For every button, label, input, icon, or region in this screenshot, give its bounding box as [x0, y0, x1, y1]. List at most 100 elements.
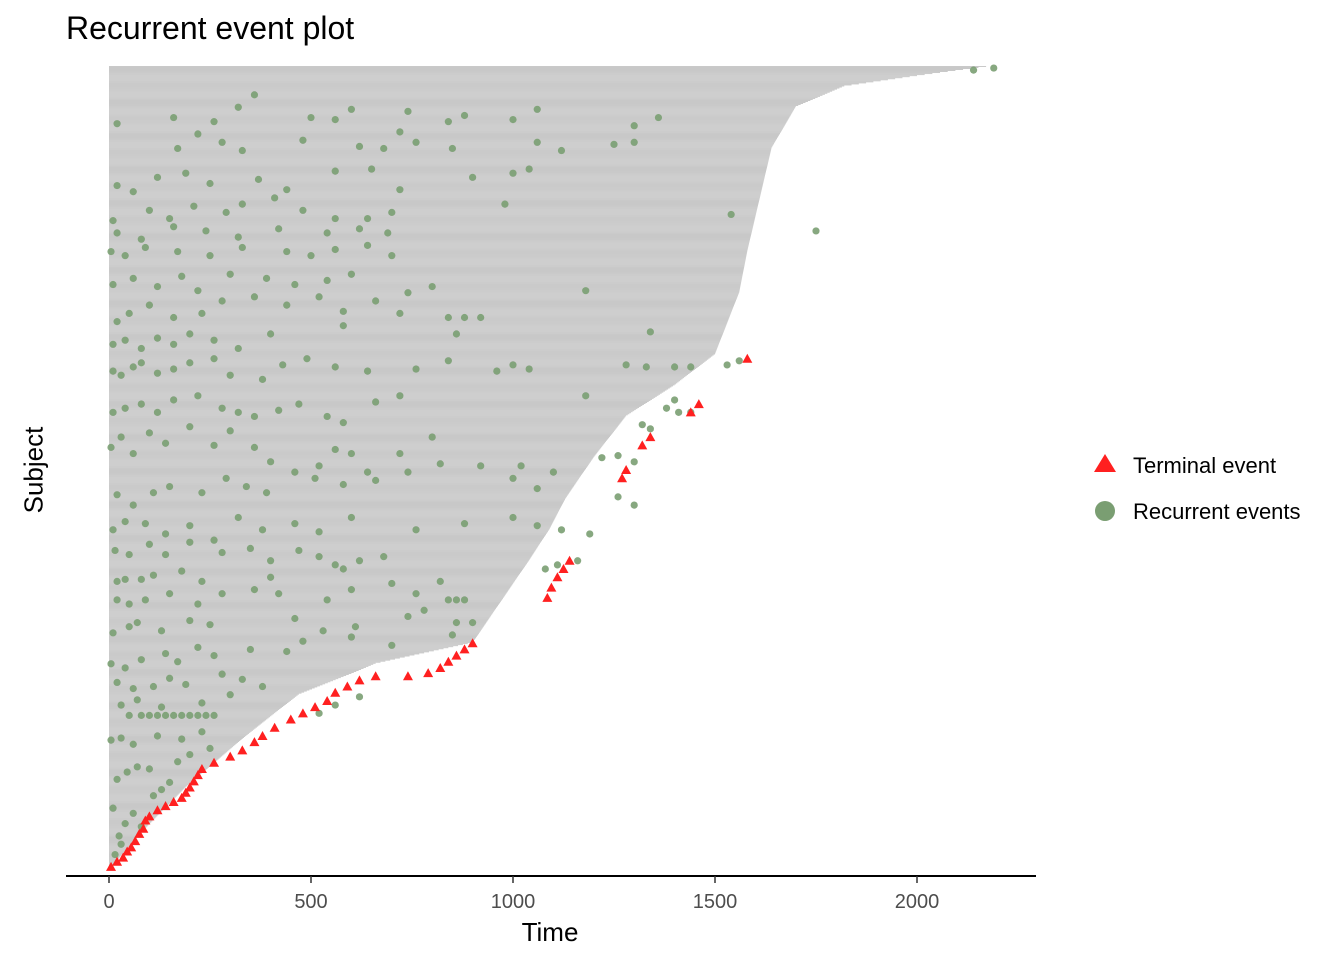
x-tick-label: 1000: [491, 891, 536, 913]
follow-up-bar: [109, 259, 746, 261]
follow-up-bar: [109, 598, 503, 600]
follow-up-bar: [109, 629, 482, 631]
recurrent-event-point: [331, 701, 339, 709]
follow-up-bar: [109, 195, 761, 197]
follow-up-bar: [109, 276, 743, 278]
follow-up-bar: [109, 75, 917, 77]
follow-up-bar: [109, 169, 767, 170]
recurrent-event-point: [113, 181, 121, 190]
recurrent-event-point: [347, 633, 355, 641]
follow-up-bar: [109, 416, 626, 418]
follow-up-bar: [109, 358, 709, 360]
follow-up-bar: [109, 775, 200, 776]
recurrent-event-point: [315, 553, 323, 561]
follow-up-bar: [109, 388, 669, 390]
recurrent-event-point: [315, 462, 323, 470]
recurrent-event-point: [109, 217, 117, 225]
follow-up-bar: [109, 731, 251, 733]
follow-up-bar: [109, 622, 487, 624]
recurrent-event-point: [194, 287, 202, 295]
recurrent-event-point: [234, 344, 242, 353]
follow-up-bar: [109, 459, 592, 461]
follow-up-bar: [109, 92, 828, 94]
follow-up-bar: [109, 835, 139, 837]
recurrent-event-point: [283, 247, 291, 256]
follow-up-bar: [109, 144, 774, 146]
follow-up-bar: [109, 160, 769, 162]
recurrent-event-point: [137, 344, 145, 353]
follow-up-bar: [109, 293, 739, 295]
follow-up-bar: [109, 310, 732, 312]
follow-up-bar: [109, 245, 749, 247]
follow-up-bar: [109, 326, 726, 328]
follow-up-bar: [109, 354, 714, 356]
recurrent-event-point: [129, 363, 137, 371]
follow-up-bar: [109, 317, 730, 319]
recurrent-event-point: [339, 419, 347, 427]
recurrent-event-point: [129, 809, 137, 817]
follow-up-bar: [109, 311, 732, 313]
follow-up-bar: [109, 347, 718, 349]
follow-up-bar: [109, 661, 381, 663]
follow-up-bar: [109, 154, 770, 156]
follow-up-bar: [109, 587, 511, 589]
follow-up-bar: [109, 840, 135, 841]
recurrent-event-point: [477, 462, 485, 470]
recurrent-event-point: [614, 452, 622, 460]
follow-up-bar: [109, 659, 391, 661]
recurrent-event-point: [153, 711, 162, 719]
follow-up-bar: [109, 669, 362, 670]
recurrent-event-point: [477, 313, 485, 322]
follow-up-bar: [109, 584, 513, 586]
follow-up-bar: [109, 243, 750, 245]
follow-up-bar: [109, 720, 265, 722]
follow-up-bar: [109, 207, 758, 209]
recurrent-event-point: [161, 711, 170, 719]
follow-up-bar: [109, 807, 166, 808]
follow-up-bar: [109, 782, 191, 784]
follow-up-bar: [109, 495, 567, 497]
recurrent-event-point: [283, 186, 291, 194]
recurrent-event-point: [137, 575, 145, 583]
recurrent-event-point: [145, 711, 153, 719]
recurrent-event-point: [153, 408, 162, 416]
y-axis-label: Subject: [18, 426, 49, 514]
follow-up-bar: [109, 329, 725, 331]
follow-up-bar: [109, 101, 808, 102]
follow-up-bar: [109, 803, 170, 804]
follow-up-bar: [109, 586, 511, 588]
recurrent-event-point: [141, 596, 149, 604]
follow-up-bar: [109, 548, 537, 550]
recurrent-event-point: [396, 449, 404, 458]
follow-up-bar: [109, 673, 352, 674]
follow-up-bar: [109, 818, 155, 820]
x-tick-label: 0: [103, 891, 114, 913]
follow-up-bar: [109, 758, 219, 760]
follow-up-bar: [109, 647, 449, 649]
follow-up-bar: [109, 542, 541, 544]
follow-up-bar: [109, 688, 313, 690]
follow-up-bar: [109, 188, 762, 190]
follow-up-bar: [109, 171, 766, 172]
recurrent-event-point: [109, 526, 117, 534]
recurrent-event-point: [170, 113, 178, 122]
terminal-event-point: [249, 737, 260, 747]
recurrent-event-point: [638, 421, 646, 429]
follow-up-bar: [109, 492, 570, 494]
recurrent-event-point: [109, 367, 117, 375]
follow-up-bar: [109, 229, 753, 231]
follow-up-bar: [109, 792, 180, 794]
follow-up-bar: [109, 488, 572, 490]
follow-up-bar: [109, 192, 761, 194]
follow-up-bar: [109, 680, 334, 682]
recurrent-event-point: [460, 111, 469, 120]
follow-up-bar: [109, 591, 508, 593]
follow-up-bar: [109, 72, 941, 74]
recurrent-event-point: [234, 408, 242, 416]
follow-up-bar: [109, 627, 483, 629]
recurrent-event-point: [109, 629, 117, 637]
follow-up-bar: [109, 530, 549, 532]
follow-up-bar: [109, 116, 790, 118]
follow-up-bar: [109, 642, 473, 644]
follow-up-bar: [109, 331, 724, 333]
